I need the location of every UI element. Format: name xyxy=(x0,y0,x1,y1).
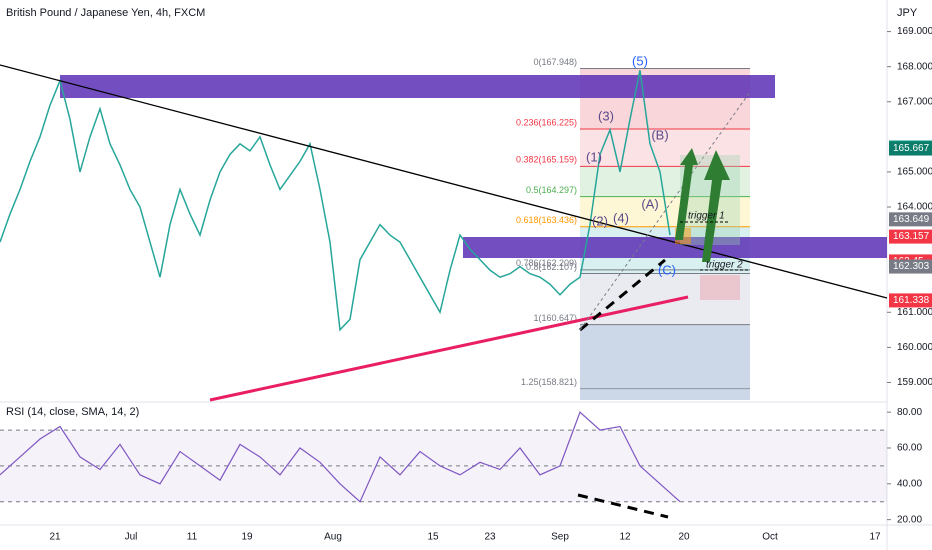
wave-label: (2) xyxy=(592,213,608,228)
wave-label: (1) xyxy=(586,149,602,164)
y-tick-label: 40.00 xyxy=(897,478,922,489)
rsi-divergence xyxy=(577,493,669,519)
price-line xyxy=(0,70,671,332)
annotation: trigger 1 xyxy=(688,211,725,222)
price-tag xyxy=(889,141,932,156)
fib-label: 0.786(162.209) xyxy=(516,258,577,268)
fib-label: 0.5(164.297) xyxy=(526,185,577,195)
price-tag xyxy=(889,293,932,308)
y-tick-label: 169.000 xyxy=(897,26,932,37)
chart-title: British Pound / Japanese Yen, 4h, FXCM xyxy=(6,7,205,19)
fib-trend xyxy=(579,91,751,331)
rsi-line xyxy=(0,411,681,503)
x-tick-label: Aug xyxy=(324,532,342,543)
y-tick-label: 164.000 xyxy=(897,202,932,213)
arrow xyxy=(702,150,730,262)
axes: 169.000 168.000 167.000 165.000 164.000 161.0… xyxy=(49,26,932,543)
x-tick-label: 12 xyxy=(619,532,631,543)
rsi-label: RSI (14, close, SMA, 14, 2) xyxy=(6,406,139,418)
resistance-zone xyxy=(60,75,775,98)
fib-band xyxy=(580,273,750,325)
y-tick-label: 160.000 xyxy=(897,342,932,353)
support-zone xyxy=(463,237,887,258)
price-tag xyxy=(889,212,932,227)
fib-band xyxy=(580,324,750,389)
y-tick-label: 168.000 xyxy=(897,61,932,72)
wave-label: (5) xyxy=(632,53,648,68)
x-tick-label: 20 xyxy=(678,532,690,543)
annotation: trigger 2 xyxy=(706,260,743,271)
price-tag-label: 165.667 xyxy=(893,143,930,154)
x-tick-label: Sep xyxy=(551,532,569,543)
x-tick-label: 11 xyxy=(187,532,198,543)
y-tick-label: 159.000 xyxy=(897,377,932,388)
wave-label: (A) xyxy=(641,196,658,211)
y-tick-label: 165.000 xyxy=(897,167,932,178)
y-tick-label: 80.00 xyxy=(897,407,922,418)
fib-band xyxy=(580,269,750,274)
price-tag xyxy=(889,229,932,244)
x-tick-label: 17 xyxy=(869,532,881,543)
price-tag-label: 163.649 xyxy=(893,214,930,225)
x-tick-label: Oct xyxy=(762,532,778,543)
price-tag xyxy=(889,259,932,274)
wave-label: (C) xyxy=(658,262,676,277)
fib-label: 1.25(158.821) xyxy=(521,377,577,387)
wave-label: (3) xyxy=(598,108,614,123)
trendline xyxy=(0,64,888,299)
fib-extension xyxy=(580,388,750,400)
x-tick-label: 23 xyxy=(484,532,496,543)
y-tick-label: 161.000 xyxy=(897,307,932,318)
fib-label: 0.236(166.225) xyxy=(516,117,577,127)
fib-label: 0.382(165.159) xyxy=(516,155,577,165)
price-tag-label: 161.338 xyxy=(893,295,930,306)
y-tick-label: 167.000 xyxy=(897,96,932,107)
wave-label: (B) xyxy=(651,127,668,142)
currency: JPY xyxy=(897,7,918,19)
zones xyxy=(60,75,887,258)
fib-retracement: 0(167.948) 0.236(166.225) 0.382(165.159) 0.… xyxy=(516,57,750,400)
fib-label: 0.8(162.107) xyxy=(526,262,577,272)
y-tick-label: 20.00 xyxy=(897,514,922,525)
x-tick-label: 21 xyxy=(49,532,61,543)
price-layer xyxy=(0,70,671,332)
stop-zone xyxy=(700,275,740,300)
x-tick-label: 15 xyxy=(427,532,439,543)
fib-label: 1(160.647) xyxy=(533,313,577,323)
arrow xyxy=(675,148,698,240)
x-tick-label: 19 xyxy=(241,532,253,543)
fib-label: 0(167.948) xyxy=(533,57,577,67)
trendline-pink xyxy=(209,295,689,402)
x-tick-label: Jul xyxy=(125,532,138,543)
price-tag-label: 163.157 xyxy=(893,231,930,242)
wave-label: (4) xyxy=(613,210,629,225)
fib-label: 0.618(163.436) xyxy=(516,215,577,225)
price-tag-label: 162.303 xyxy=(893,261,930,272)
dashed-line xyxy=(579,258,666,332)
y-tick-label: 60.00 xyxy=(897,443,922,454)
rsi-pane xyxy=(0,411,887,503)
